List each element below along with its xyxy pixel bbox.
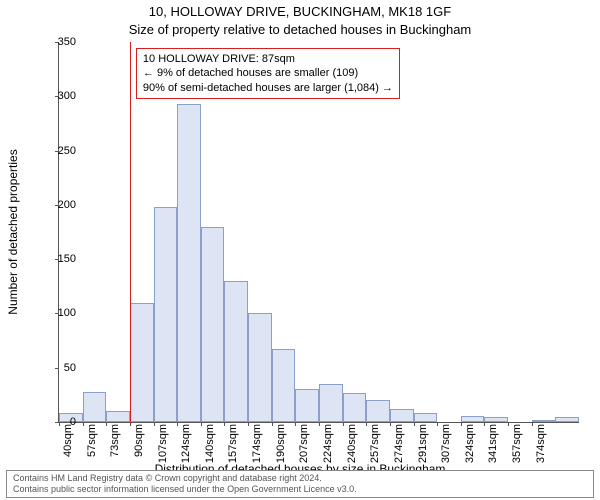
annotation-line: 90% of semi-detached houses are larger (…: [143, 81, 393, 95]
xtick-label: 57sqm: [86, 424, 98, 457]
histogram-bar: [532, 420, 556, 422]
xtick-label: 73sqm: [109, 424, 121, 457]
xtick-label: 274sqm: [393, 424, 405, 463]
footer-attribution: Contains HM Land Registry data © Crown c…: [6, 470, 594, 498]
histogram-bar: [106, 411, 130, 422]
ytick-label: 250: [58, 145, 76, 157]
page: 10, HOLLOWAY DRIVE, BUCKINGHAM, MK18 1GF…: [0, 0, 600, 500]
title-address: 10, HOLLOWAY DRIVE, BUCKINGHAM, MK18 1GF: [0, 4, 600, 19]
histogram-bar: [248, 313, 272, 422]
xtick-mark: [248, 422, 249, 426]
y-axis-label: Number of detached properties: [6, 149, 20, 314]
xtick-mark: [366, 422, 367, 426]
xtick-mark: [177, 422, 178, 426]
xtick-mark: [201, 422, 202, 426]
xtick-mark: [83, 422, 84, 426]
histogram-bar: [343, 393, 367, 422]
histogram-bar: [390, 409, 414, 422]
subject-marker-line: [130, 42, 132, 423]
annotation-line: 10 HOLLOWAY DRIVE: 87sqm: [143, 52, 393, 66]
title-subtitle: Size of property relative to detached ho…: [0, 22, 600, 37]
xtick-mark: [154, 422, 155, 426]
xtick-mark: [508, 422, 509, 426]
xtick-label: 40sqm: [62, 424, 74, 457]
histogram-bar: [555, 417, 579, 422]
ytick-label: 200: [58, 199, 76, 211]
xtick-mark: [106, 422, 107, 426]
histogram-bar: [414, 413, 438, 422]
xtick-label: 224sqm: [322, 424, 334, 463]
annotation-line: ← 9% of detached houses are smaller (109…: [143, 66, 393, 80]
ytick-mark: [55, 368, 59, 369]
histogram-bar: [272, 349, 296, 422]
xtick-label: 307sqm: [440, 424, 452, 463]
xtick-label: 374sqm: [535, 424, 547, 463]
xtick-mark: [272, 422, 273, 426]
histogram-bar: [154, 207, 178, 422]
histogram-bar: [201, 227, 225, 422]
xtick-mark: [414, 422, 415, 426]
footer-line: Contains public sector information licen…: [13, 484, 587, 495]
xtick-mark: [343, 422, 344, 426]
histogram-bar: [366, 400, 390, 422]
xtick-label: 324sqm: [464, 424, 476, 463]
xtick-mark: [532, 422, 533, 426]
xtick-label: 157sqm: [227, 424, 239, 463]
xtick-label: 341sqm: [487, 424, 499, 463]
xtick-label: 257sqm: [369, 424, 381, 463]
histogram-bar: [461, 416, 485, 423]
ytick-label: 100: [58, 307, 76, 319]
histogram-bar: [484, 417, 508, 422]
xtick-label: 90sqm: [133, 424, 145, 457]
ytick-label: 350: [58, 36, 76, 48]
xtick-label: 174sqm: [251, 424, 263, 463]
xtick-mark: [295, 422, 296, 426]
xtick-mark: [224, 422, 225, 426]
xtick-label: 190sqm: [275, 424, 287, 463]
histogram-bar: [319, 384, 343, 422]
xtick-mark: [59, 422, 60, 426]
histogram-plot: 10 HOLLOWAY DRIVE: 87sqm← 9% of detached…: [58, 42, 579, 423]
footer-line: Contains HM Land Registry data © Crown c…: [13, 473, 587, 484]
xtick-mark: [390, 422, 391, 426]
xtick-label: 107sqm: [157, 424, 169, 463]
xtick-mark: [484, 422, 485, 426]
xtick-mark: [461, 422, 462, 426]
ytick-label: 300: [58, 90, 76, 102]
ytick-label: 50: [64, 362, 76, 374]
xtick-mark: [437, 422, 438, 426]
xtick-mark: [319, 422, 320, 426]
xtick-label: 124sqm: [180, 424, 192, 463]
xtick-label: 240sqm: [346, 424, 358, 463]
xtick-label: 357sqm: [511, 424, 523, 463]
histogram-bar: [130, 303, 154, 422]
xtick-label: 207sqm: [298, 424, 310, 463]
xtick-label: 291sqm: [417, 424, 429, 463]
histogram-bar: [177, 104, 201, 422]
ytick-label: 150: [58, 253, 76, 265]
xtick-label: 140sqm: [204, 424, 216, 463]
histogram-bar: [224, 281, 248, 422]
annotation-box: 10 HOLLOWAY DRIVE: 87sqm← 9% of detached…: [136, 48, 400, 99]
histogram-bar: [295, 389, 319, 422]
histogram-bar: [83, 392, 107, 422]
